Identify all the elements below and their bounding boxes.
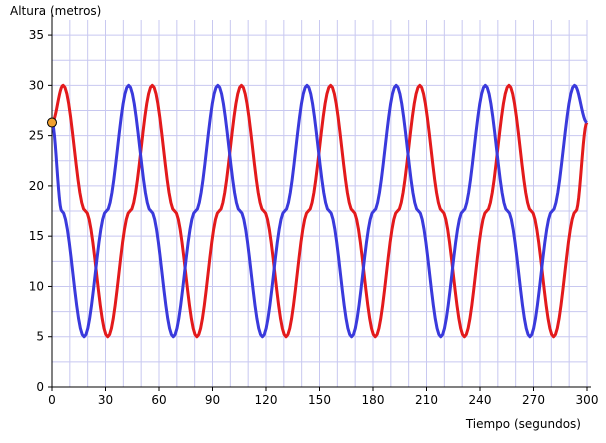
series (50, 83, 589, 339)
markers (47, 117, 57, 128)
x-tick-label: 240 (469, 393, 492, 407)
series-line-2 (50, 83, 588, 339)
x-tick-label: 180 (362, 393, 385, 407)
y-tick-label: 0 (36, 380, 44, 394)
x-tick-label: 30 (98, 393, 113, 407)
x-tick-label: 120 (255, 393, 278, 407)
start-point-marker (47, 117, 57, 128)
x-tick-label: 60 (151, 393, 166, 407)
x-tick-label: 210 (415, 393, 438, 407)
y-axis-label: Altura (metros) (10, 4, 101, 18)
y-tick-label: 25 (29, 129, 44, 143)
y-tick-label: 35 (29, 28, 44, 42)
y-tick-label: 20 (29, 179, 44, 193)
x-axis-label: Tiempo (segundos) (465, 417, 581, 431)
y-tick-label: 15 (29, 229, 44, 243)
y-tick-label: 10 (29, 279, 44, 293)
x-tick-label: 270 (522, 393, 545, 407)
axes: 0 30 60 90 120 150 180 210 240 270 300 0 5 10 15 20 25 30… (29, 14, 599, 407)
x-tick-label: 0 (48, 393, 56, 407)
x-tick-label: 300 (576, 393, 599, 407)
y-tick-label: 30 (29, 78, 44, 92)
x-tick-label: 150 (308, 393, 331, 407)
x-tick-label: 90 (205, 393, 220, 407)
y-tick-label: 5 (36, 330, 44, 344)
